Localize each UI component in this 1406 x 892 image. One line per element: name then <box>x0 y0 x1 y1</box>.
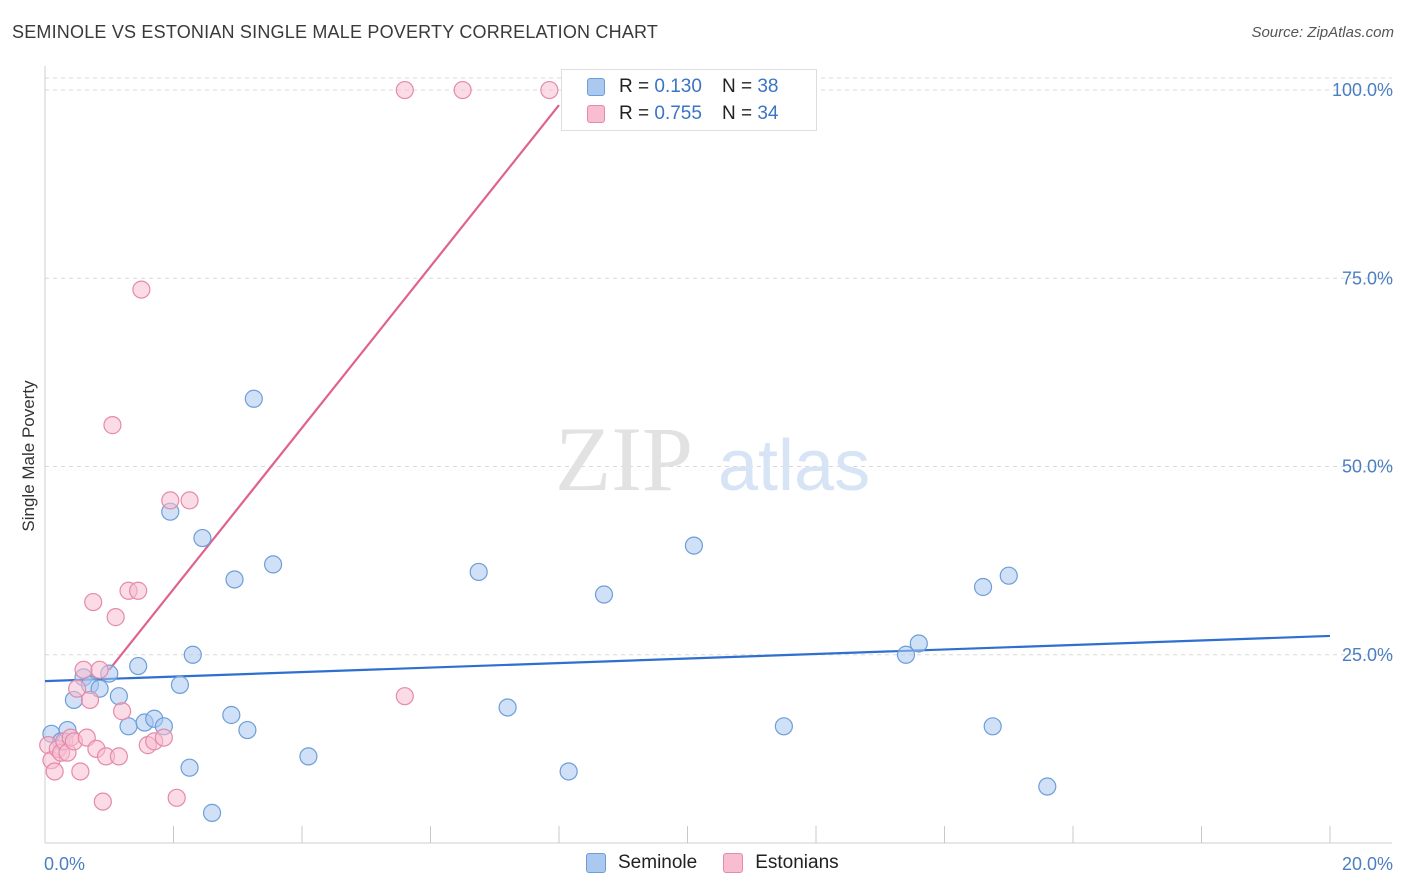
data-point-estonians <box>154 728 173 747</box>
watermark: ZIP atlas <box>555 408 870 510</box>
data-point-seminole <box>244 389 263 408</box>
data-point-seminole <box>222 705 241 725</box>
data-point-seminole <box>225 570 244 589</box>
r-label: R = <box>619 103 650 124</box>
data-point-estonians <box>74 660 93 679</box>
data-point-seminole <box>774 717 793 736</box>
r-value: 0.755 <box>654 103 702 124</box>
data-point-seminole <box>202 803 222 822</box>
data-point-seminole <box>109 687 128 706</box>
data-point-estonians <box>167 788 186 807</box>
legend-label-estonians: Estonians <box>755 852 839 873</box>
r-value: 0.130 <box>654 76 702 97</box>
legend-label-seminole: Seminole <box>618 852 698 873</box>
source-label: Source: ZipAtlas.com <box>1251 24 1394 41</box>
data-point-seminole <box>973 577 993 597</box>
estonians-swatch <box>723 853 744 873</box>
series-legend: Seminole Estonians <box>586 852 865 874</box>
trend-line-estonians <box>108 104 560 671</box>
data-point-seminole <box>909 634 928 653</box>
data-point-estonians <box>68 679 87 698</box>
trend-line-seminole <box>44 634 1331 683</box>
data-point-estonians <box>395 80 414 100</box>
data-point-estonians <box>71 762 90 781</box>
data-point-estonians <box>161 491 180 510</box>
data-point-seminole <box>999 566 1018 585</box>
data-point-estonians <box>132 280 151 299</box>
y-tick-label: 50.0% <box>1342 457 1393 477</box>
point-layer <box>39 80 1057 822</box>
watermark-zip: ZIP <box>555 408 693 510</box>
seminole-swatch <box>586 853 606 873</box>
data-point-estonians <box>540 80 559 100</box>
r-label: R = <box>619 76 650 97</box>
y-axis-title: Single Male Poverty <box>19 380 38 532</box>
data-point-seminole <box>180 758 199 777</box>
data-point-seminole <box>684 536 704 555</box>
data-point-seminole <box>129 656 148 676</box>
data-point-seminole <box>238 720 257 740</box>
data-point-seminole <box>469 562 488 582</box>
y-tick-label: 25.0% <box>1342 645 1393 665</box>
data-point-seminole <box>498 698 517 717</box>
data-point-seminole <box>193 528 212 548</box>
data-point-estonians <box>453 80 472 100</box>
n-value: 34 <box>757 103 779 124</box>
y-tick-label: 75.0% <box>1342 268 1393 288</box>
data-point-seminole <box>983 717 1002 736</box>
watermark-atlas: atlas <box>718 426 870 506</box>
legend-row-seminole: R = 0.130 N = 38 <box>587 75 778 99</box>
data-point-seminole <box>170 675 190 694</box>
n-label: N = <box>721 76 753 97</box>
data-point-seminole <box>594 585 614 604</box>
data-point-estonians <box>109 747 128 766</box>
data-point-seminole <box>299 747 318 766</box>
data-point-estonians <box>395 687 414 706</box>
x-tick-label-max: 20.0% <box>1342 854 1393 874</box>
data-point-seminole <box>119 717 138 736</box>
data-point-estonians <box>112 702 132 721</box>
data-point-seminole <box>896 645 916 664</box>
legend-row-estonians: R = 0.755 N = 34 <box>587 102 778 126</box>
data-point-seminole <box>1038 777 1057 796</box>
data-point-estonians <box>84 592 103 612</box>
grid-layer <box>45 77 1392 656</box>
data-point-estonians <box>93 792 112 811</box>
n-value: 38 <box>757 76 779 97</box>
correlation-legend: R = 0.130 N = 38 R = 0.755 N = 34 <box>561 69 817 131</box>
estonians-swatch <box>587 105 605 123</box>
legend-item-estonians[interactable]: Estonians <box>723 852 839 874</box>
legend-item-seminole[interactable]: Seminole <box>586 852 697 874</box>
data-point-estonians <box>106 608 125 627</box>
label-layer: 25.0% 50.0% 75.0% 100.0% 0.0% 20.0% <box>44 80 1393 874</box>
n-label: N = <box>721 103 753 124</box>
x-tick-label-min: 0.0% <box>44 854 85 874</box>
data-point-seminole <box>183 645 202 664</box>
trend-layer <box>44 104 1331 683</box>
data-point-estonians <box>45 762 64 781</box>
data-point-estonians <box>80 690 100 710</box>
data-point-estonians <box>129 581 148 600</box>
data-point-seminole <box>263 555 283 574</box>
data-point-estonians <box>103 416 122 435</box>
data-point-seminole <box>559 762 578 781</box>
seminole-swatch <box>587 78 605 96</box>
chart-title: SEMINOLE VS ESTONIAN SINGLE MALE POVERTY… <box>12 22 659 42</box>
y-tick-label: 100.0% <box>1332 80 1393 100</box>
axis-layer <box>44 66 1392 844</box>
data-point-estonians <box>180 491 199 510</box>
data-point-estonians <box>90 660 109 679</box>
